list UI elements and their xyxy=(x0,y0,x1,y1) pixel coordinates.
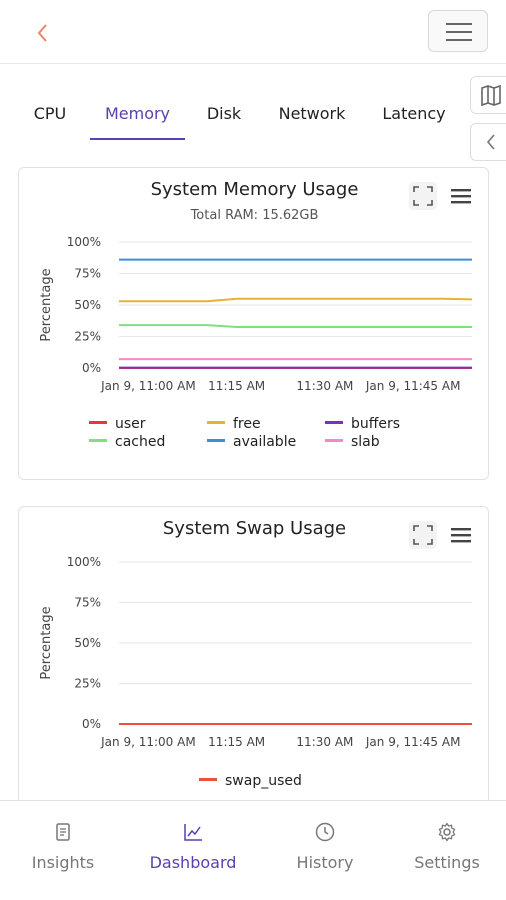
swap-legend-label: swap_used xyxy=(225,773,302,789)
fullscreen-icon xyxy=(413,186,433,206)
swap-legend-swatch xyxy=(199,777,217,781)
memory-y-tick-label: 75% xyxy=(74,267,101,281)
tab-network[interactable]: Network xyxy=(278,104,346,123)
swap-chart: 100% 75% 50% 25% 0% Percentage Jan 9, 11:00 AM… xyxy=(39,555,472,749)
memory-legend-slab[interactable]: slab xyxy=(325,434,380,450)
hamburger-icon-bar xyxy=(446,39,472,41)
memory-x-tick-label: 11:15 AM xyxy=(208,379,265,393)
swap-y-tick-label: 100% xyxy=(67,555,101,569)
chevron-left-icon xyxy=(37,24,47,42)
memory-y-axis-label: Percentage xyxy=(39,268,54,341)
hamburger-icon xyxy=(451,528,471,543)
memory-series-free xyxy=(119,297,473,303)
memory-chart-title: System Memory Usage xyxy=(150,179,359,200)
memory-legend-buffers[interactable]: buffers xyxy=(325,416,400,432)
memory-x-tick-label: 11:30 AM xyxy=(296,379,353,393)
memory-y-tick-label: 25% xyxy=(74,330,101,344)
memory-legend-cached[interactable]: cached xyxy=(89,434,165,450)
nav-settings-label: Settings xyxy=(414,853,480,872)
memory-legend-swatch xyxy=(207,420,225,424)
memory-legend-swatch xyxy=(89,420,107,424)
memory-y-tick-label: 50% xyxy=(74,298,101,312)
back-button[interactable] xyxy=(28,18,58,48)
memory-legend-swatch xyxy=(207,438,225,442)
swap-x-tick-label: Jan 9, 11:00 AM xyxy=(100,735,196,749)
swap-chart-title: System Swap Usage xyxy=(162,518,347,539)
nav-history[interactable]: History xyxy=(262,801,388,900)
memory-legend-label: user xyxy=(115,416,146,432)
swap-x-tick-label: Jan 9, 11:45 AM xyxy=(365,735,461,749)
memory-legend-user[interactable]: user xyxy=(89,416,146,432)
memory-legend-free[interactable]: free xyxy=(207,416,261,432)
memory-usage-card: System Memory Usage Total RAM: 15.62GB 1… xyxy=(18,167,489,480)
nav-insights[interactable]: Insights xyxy=(0,801,126,900)
swap-menu-button[interactable] xyxy=(447,521,475,549)
collapse-side-button[interactable] xyxy=(470,123,506,161)
hamburger-icon-bar xyxy=(446,31,472,33)
tab-cpu[interactable]: CPU xyxy=(33,104,67,123)
document-icon xyxy=(56,823,70,841)
map-icon xyxy=(481,84,501,107)
hamburger-icon xyxy=(451,189,471,204)
tab-disk[interactable]: Disk xyxy=(206,104,242,123)
memory-x-tick-label: Jan 9, 11:45 AM xyxy=(365,379,461,393)
memory-legend-label: slab xyxy=(351,434,380,450)
memory-chart: 100% 75% 50% 25% 0% Percentage Jan 9, 11:00 AM… xyxy=(39,235,473,393)
memory-y-tick-label: 0% xyxy=(82,361,101,375)
memory-legend-available[interactable]: available xyxy=(207,434,296,450)
memory-legend-label: free xyxy=(233,416,261,432)
bottom-navigation: Insights Dashboard History Settings xyxy=(0,800,506,900)
nav-history-label: History xyxy=(296,853,354,872)
gear-icon xyxy=(438,822,456,842)
swap-y-axis-label: Percentage xyxy=(39,606,54,679)
memory-chart-subtitle: Total RAM: 15.62GB xyxy=(190,208,319,223)
nav-dashboard-label: Dashboard xyxy=(149,853,237,872)
line-chart-icon xyxy=(184,824,202,841)
swap-x-tick-label: 11:15 AM xyxy=(208,735,265,749)
memory-legend-label: buffers xyxy=(351,416,401,432)
menu-button[interactable] xyxy=(428,10,488,52)
memory-expand-button[interactable] xyxy=(409,182,437,210)
top-bar xyxy=(0,0,506,64)
swap-y-tick-label: 25% xyxy=(74,677,101,691)
map-view-button[interactable] xyxy=(470,76,506,114)
clock-icon xyxy=(315,822,335,842)
swap-y-tick-label: 0% xyxy=(82,717,101,731)
memory-series-cached xyxy=(119,324,472,329)
hamburger-icon xyxy=(446,23,472,25)
memory-legend-swatch xyxy=(325,438,343,442)
nav-insights-label: Insights xyxy=(31,853,95,872)
memory-legend-label: available xyxy=(233,434,297,450)
active-tab-indicator xyxy=(90,138,185,140)
memory-legend-swatch xyxy=(325,420,343,424)
memory-menu-button[interactable] xyxy=(447,182,475,210)
memory-x-tick-label: Jan 9, 11:00 AM xyxy=(100,379,196,393)
swap-y-tick-label: 50% xyxy=(74,636,101,650)
chevron-left-icon xyxy=(486,134,495,150)
memory-legend-label: cached xyxy=(115,434,166,450)
nav-settings[interactable]: Settings xyxy=(384,801,506,900)
tab-latency[interactable]: Latency xyxy=(382,104,446,123)
swap-x-tick-label: 11:30 AM xyxy=(296,735,353,749)
swap-usage-card: System Swap Usage 100% 75% 50% 25% 0% Percent… xyxy=(18,506,489,806)
swap-expand-button[interactable] xyxy=(409,521,437,549)
swap-y-tick-label: 75% xyxy=(74,596,101,610)
memory-legend-swatch xyxy=(89,438,107,442)
swap-legend-swap-used[interactable]: swap_used xyxy=(199,773,302,789)
tab-memory[interactable]: Memory xyxy=(104,104,171,123)
nav-dashboard[interactable]: Dashboard xyxy=(130,801,256,900)
fullscreen-icon xyxy=(413,525,433,545)
memory-y-tick-label: 100% xyxy=(67,235,101,249)
